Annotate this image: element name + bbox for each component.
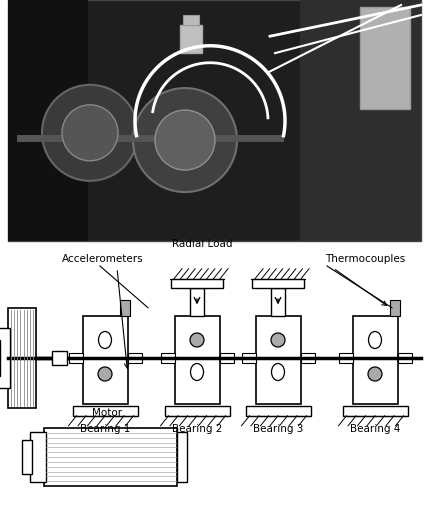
Ellipse shape [272, 363, 284, 380]
Bar [353, 316, 398, 404]
Bar [120, 300, 130, 316]
Bar [69, 353, 82, 363]
Ellipse shape [190, 363, 203, 380]
Bar [256, 316, 300, 404]
Text: Bearing 2: Bearing 2 [172, 424, 222, 434]
Circle shape [133, 88, 237, 192]
Bar [44, 428, 177, 486]
Bar [390, 300, 400, 316]
Text: Bearing 1: Bearing 1 [80, 424, 130, 434]
Bar [180, 25, 202, 53]
Bar [0, 241, 429, 516]
Bar [175, 316, 220, 404]
Bar [127, 353, 142, 363]
Bar [8, 308, 36, 408]
Bar [8, 0, 421, 241]
Bar [300, 0, 421, 241]
Bar [160, 353, 175, 363]
Bar [8, 0, 88, 241]
Bar [73, 406, 138, 416]
Bar [30, 432, 46, 482]
Bar [242, 353, 256, 363]
Bar [252, 279, 304, 288]
Bar [22, 440, 32, 474]
Bar [338, 353, 353, 363]
Bar [398, 353, 411, 363]
Bar [177, 432, 187, 482]
Bar [300, 353, 314, 363]
Bar [0, 328, 10, 388]
Text: Radial Load: Radial Load [172, 239, 232, 250]
Text: Bearing 4: Bearing 4 [350, 424, 400, 434]
Ellipse shape [190, 333, 204, 347]
Bar [190, 288, 204, 316]
Bar [245, 406, 311, 416]
Text: Thermocouples: Thermocouples [325, 254, 405, 264]
Bar [342, 406, 408, 416]
Ellipse shape [98, 367, 112, 381]
Bar [271, 288, 285, 316]
Circle shape [155, 110, 215, 170]
Text: Bearing 3: Bearing 3 [253, 424, 303, 434]
Bar [52, 351, 67, 365]
Text: Accelerometers: Accelerometers [62, 254, 144, 264]
Ellipse shape [99, 331, 112, 348]
Bar [220, 353, 233, 363]
Bar [171, 279, 223, 288]
Ellipse shape [271, 333, 285, 347]
Bar [360, 7, 410, 109]
Bar [183, 15, 199, 25]
Ellipse shape [368, 367, 382, 381]
Ellipse shape [369, 331, 381, 348]
Bar [164, 406, 230, 416]
Circle shape [62, 105, 118, 161]
Bar [82, 316, 127, 404]
Text: Motor: Motor [92, 408, 122, 418]
Circle shape [42, 85, 138, 181]
